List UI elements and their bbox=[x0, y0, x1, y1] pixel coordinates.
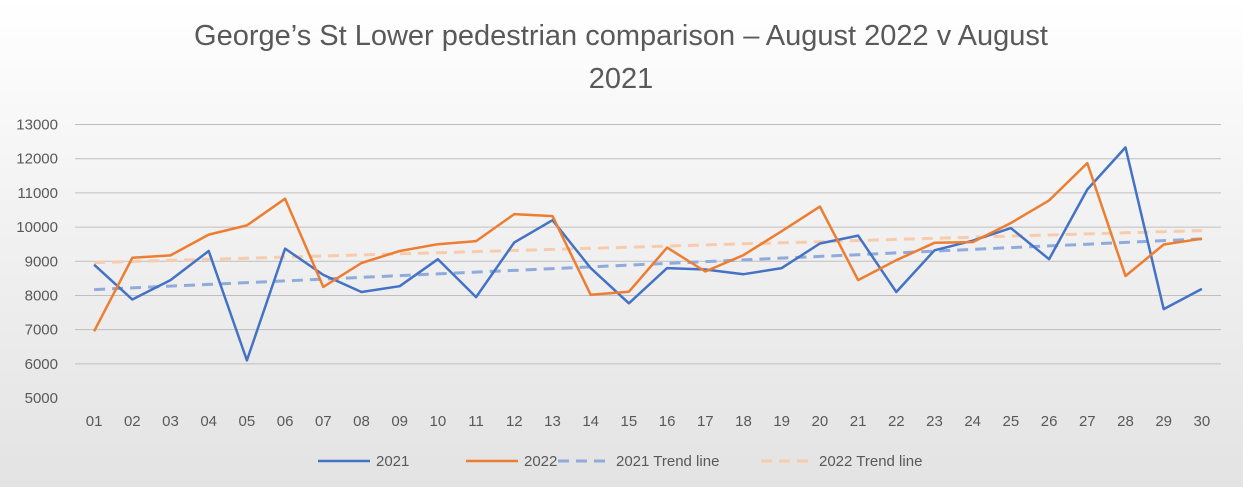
x-tick-label: 12 bbox=[506, 413, 523, 430]
x-tick-label: 10 bbox=[430, 413, 447, 430]
series-line-2021-trend-line bbox=[94, 237, 1202, 292]
y-tick-label: 13000 bbox=[16, 117, 58, 134]
x-tick-label: 14 bbox=[582, 413, 599, 430]
chart-title-line-2: 2021 bbox=[589, 63, 654, 95]
x-tick-label: 23 bbox=[926, 413, 943, 430]
x-tick-label: 16 bbox=[659, 413, 676, 430]
x-tick-label: 06 bbox=[277, 413, 294, 430]
gridlines bbox=[75, 124, 1221, 365]
x-tick-label: 08 bbox=[353, 413, 370, 430]
x-tick-label: 02 bbox=[124, 413, 141, 430]
series-line-2021 bbox=[93, 146, 1203, 362]
x-tick-label: 17 bbox=[697, 413, 714, 430]
x-tick-label: 05 bbox=[239, 413, 256, 430]
x-tick-label: 03 bbox=[162, 413, 179, 430]
x-tick-label: 27 bbox=[1079, 413, 1096, 430]
x-axis-tick-labels: 01 02 03 04 05 06 07 08 09 10 11 12 13 14 15 16 17 18 19 20… bbox=[86, 413, 1210, 430]
x-tick-label: 04 bbox=[200, 413, 217, 430]
x-tick-label: 19 bbox=[773, 413, 790, 430]
chart-title-line-1: George’s St Lower pedestrian comparison … bbox=[194, 20, 1048, 52]
legend-label: 2021 bbox=[376, 453, 409, 470]
y-tick-label: 6000 bbox=[25, 356, 58, 373]
y-tick-label: 7000 bbox=[25, 322, 58, 339]
y-tick-label: 5000 bbox=[25, 390, 58, 407]
x-tick-label: 29 bbox=[1155, 413, 1172, 430]
x-tick-label: 22 bbox=[888, 413, 905, 430]
x-tick-label: 01 bbox=[86, 413, 103, 430]
x-tick-label: 25 bbox=[1003, 413, 1020, 430]
series-line-2022 bbox=[92, 161, 1203, 332]
x-tick-label: 30 bbox=[1194, 413, 1211, 430]
x-tick-label: 21 bbox=[850, 413, 867, 430]
y-tick-label: 12000 bbox=[16, 151, 58, 168]
x-tick-label: 09 bbox=[391, 413, 408, 430]
series-line-2022-trend-line bbox=[94, 229, 1202, 265]
x-tick-label: 28 bbox=[1117, 413, 1134, 430]
legend-label: 2021 Trend line bbox=[616, 453, 719, 470]
x-tick-label: 13 bbox=[544, 413, 561, 430]
x-tick-label: 15 bbox=[621, 413, 638, 430]
y-tick-label: 11000 bbox=[17, 185, 58, 202]
legend: 2021 2022 2021 Trend line 2022 Trend line bbox=[318, 453, 922, 470]
legend-label: 2022 Trend line bbox=[819, 453, 922, 470]
legend-label: 2022 bbox=[524, 453, 557, 470]
y-tick-label: 9000 bbox=[25, 253, 58, 270]
x-tick-label: 20 bbox=[812, 413, 829, 430]
x-tick-label: 11 bbox=[468, 413, 484, 430]
y-axis-tick-labels: 5000 6000 7000 8000 9000 10000 11000 12000 13000 bbox=[16, 117, 58, 408]
y-tick-label: 10000 bbox=[16, 219, 58, 236]
x-tick-label: 24 bbox=[964, 413, 981, 430]
x-tick-label: 18 bbox=[735, 413, 752, 430]
y-tick-label: 8000 bbox=[25, 287, 58, 304]
x-tick-label: 07 bbox=[315, 413, 332, 430]
x-tick-label: 26 bbox=[1041, 413, 1058, 430]
series-lines bbox=[92, 146, 1203, 362]
